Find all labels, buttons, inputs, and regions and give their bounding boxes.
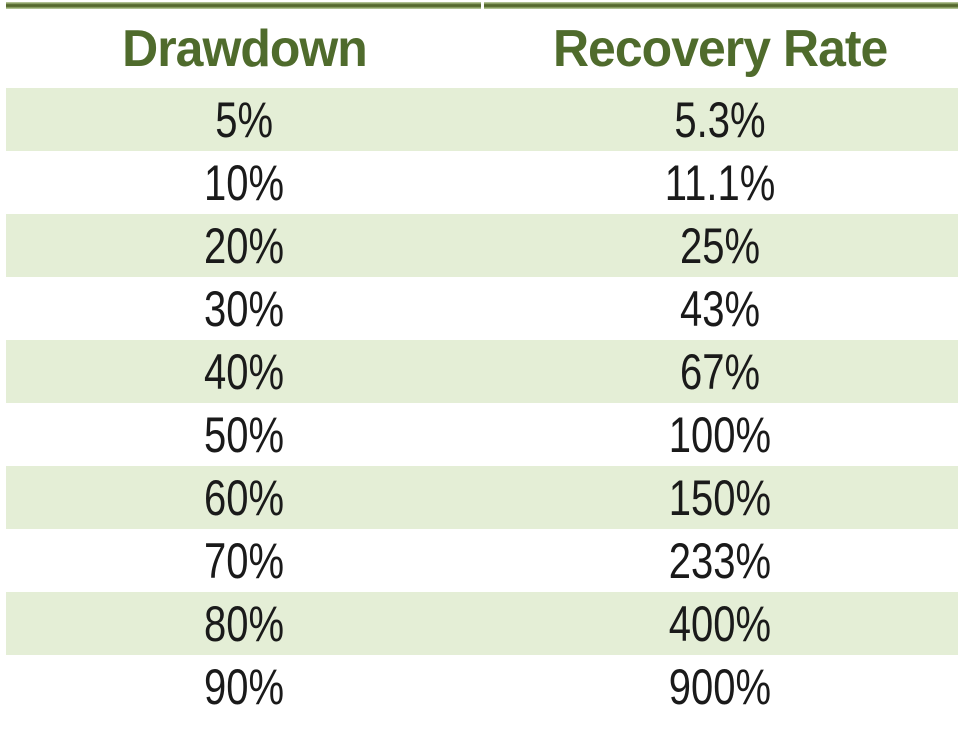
column-header-drawdown: Drawdown xyxy=(6,9,482,88)
recovery-rate-cell: 5.3% xyxy=(482,88,958,151)
drawdown-cell: 5% xyxy=(6,88,482,151)
recovery-rate-value: 43% xyxy=(679,280,761,337)
recovery-rate-value: 100% xyxy=(668,406,772,463)
table-row: 20% 25% xyxy=(6,214,958,277)
recovery-rate-value: 900% xyxy=(668,658,772,715)
recovery-rate-cell: 233% xyxy=(482,529,958,592)
recovery-rate-cell: 67% xyxy=(482,340,958,403)
top-border-right-segment xyxy=(483,2,958,9)
table-row: 80% 400% xyxy=(6,592,958,655)
drawdown-value: 60% xyxy=(203,469,285,526)
drawdown-cell: 90% xyxy=(6,655,482,718)
drawdown-value: 20% xyxy=(203,217,285,274)
table-row: 30% 43% xyxy=(6,277,958,340)
recovery-rate-cell: 100% xyxy=(482,403,958,466)
table-header-row: Drawdown Recovery Rate xyxy=(6,9,958,88)
drawdown-value: 40% xyxy=(203,343,285,400)
recovery-rate-cell: 43% xyxy=(482,277,958,340)
table-row: 60% 150% xyxy=(6,466,958,529)
column-header-recovery-rate: Recovery Rate xyxy=(482,9,958,88)
recovery-rate-cell: 400% xyxy=(482,592,958,655)
drawdown-value: 70% xyxy=(203,532,285,589)
recovery-rate-cell: 150% xyxy=(482,466,958,529)
drawdown-value: 90% xyxy=(203,658,285,715)
drawdown-cell: 80% xyxy=(6,592,482,655)
drawdown-cell: 50% xyxy=(6,403,482,466)
recovery-rate-cell: 25% xyxy=(482,214,958,277)
table-top-border xyxy=(6,2,958,9)
recovery-rate-cell: 900% xyxy=(482,655,958,718)
table-row: 90% 900% xyxy=(6,655,958,718)
drawdown-recovery-table: Drawdown Recovery Rate 5% 5.3% 10% 11.1% xyxy=(6,9,958,718)
drawdown-cell: 40% xyxy=(6,340,482,403)
drawdown-value: 5% xyxy=(215,91,273,148)
drawdown-value: 50% xyxy=(203,406,285,463)
drawdown-cell: 20% xyxy=(6,214,482,277)
recovery-rate-value: 25% xyxy=(679,217,761,274)
recovery-rate-value: 5.3% xyxy=(674,91,766,148)
recovery-rate-value: 400% xyxy=(668,595,772,652)
table-row: 70% 233% xyxy=(6,529,958,592)
drawdown-cell: 30% xyxy=(6,277,482,340)
table-row: 40% 67% xyxy=(6,340,958,403)
drawdown-cell: 10% xyxy=(6,151,482,214)
drawdown-value: 80% xyxy=(203,595,285,652)
table-row: 10% 11.1% xyxy=(6,151,958,214)
top-border-left-segment xyxy=(6,2,481,9)
column-header-drawdown-label: Drawdown xyxy=(121,19,368,78)
drawdown-cell: 70% xyxy=(6,529,482,592)
drawdown-cell: 60% xyxy=(6,466,482,529)
column-header-recovery-rate-label: Recovery Rate xyxy=(552,19,888,78)
drawdown-value: 10% xyxy=(203,154,285,211)
recovery-rate-value: 67% xyxy=(679,343,761,400)
table-row: 5% 5.3% xyxy=(6,88,958,151)
recovery-rate-value: 11.1% xyxy=(664,154,776,211)
drawdown-value: 30% xyxy=(203,280,285,337)
table-row: 50% 100% xyxy=(6,403,958,466)
recovery-rate-cell: 11.1% xyxy=(482,151,958,214)
recovery-rate-value: 150% xyxy=(668,469,772,526)
recovery-rate-value: 233% xyxy=(668,532,772,589)
